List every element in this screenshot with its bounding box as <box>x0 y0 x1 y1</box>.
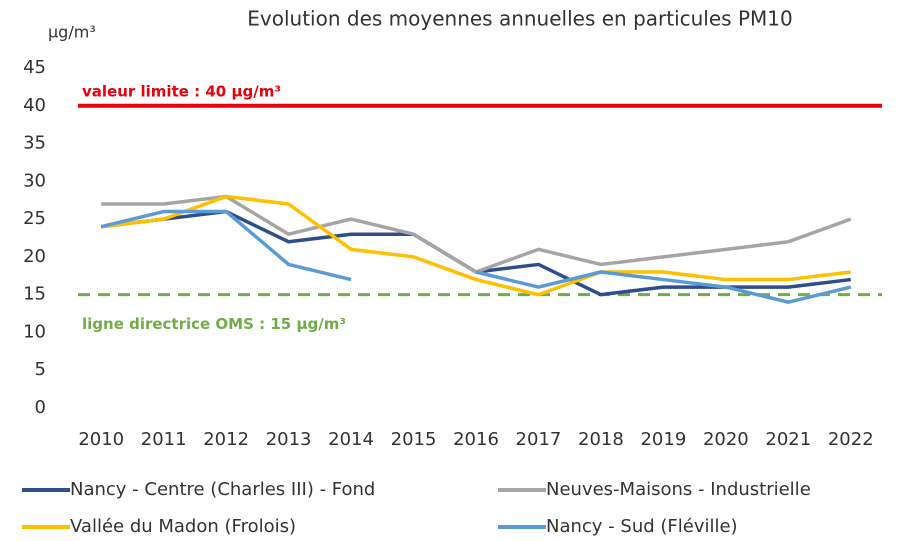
legend-label: Vallée du Madon (Frolois) <box>70 516 296 537</box>
x-tick-label: 2013 <box>266 429 312 450</box>
series-line <box>101 209 851 297</box>
x-tick-label: 2016 <box>453 429 499 450</box>
y-tick-label: 0 <box>35 397 46 418</box>
y-tick-label: 30 <box>23 170 46 191</box>
x-tick-label: 2021 <box>765 429 811 450</box>
reference-label: valeur limite : 40 µg/m³ <box>82 82 281 100</box>
x-tick-label: 2012 <box>203 429 249 450</box>
x-tick-label: 2011 <box>141 429 187 450</box>
y-tick-label: 10 <box>23 321 46 342</box>
y-tick-label: 45 <box>23 57 46 78</box>
chart-title: Evolution des moyennes annuelles en part… <box>247 7 792 31</box>
x-tick-label: 2015 <box>391 429 437 450</box>
legend-label: Neuves-Maisons - Industrielle <box>546 479 811 500</box>
y-tick-label: 25 <box>23 208 46 229</box>
y-tick-label: 35 <box>23 133 46 154</box>
x-tick-label: 2020 <box>703 429 749 450</box>
series-line <box>101 194 851 297</box>
y-tick-label: 15 <box>23 284 46 305</box>
x-tick-label: 2014 <box>328 429 374 450</box>
series-line <box>101 194 852 274</box>
x-tick-label: 2018 <box>578 429 624 450</box>
y-axis-label: µg/m³ <box>48 23 96 42</box>
x-tick-label: 2019 <box>640 429 686 450</box>
x-tick-label: 2010 <box>78 429 124 450</box>
y-tick-label: 5 <box>35 359 46 380</box>
x-tick-label: 2017 <box>516 429 562 450</box>
series-line <box>100 209 852 304</box>
legend-label: Nancy - Centre (Charles III) - Fond <box>70 479 375 500</box>
x-tick-label: 2022 <box>828 429 874 450</box>
y-tick-label: 40 <box>23 95 46 116</box>
reference-label: ligne directrice OMS : 15 µg/m³ <box>82 315 346 333</box>
legend-label: Nancy - Sud (Fléville) <box>546 516 738 537</box>
y-tick-label: 20 <box>23 246 46 267</box>
